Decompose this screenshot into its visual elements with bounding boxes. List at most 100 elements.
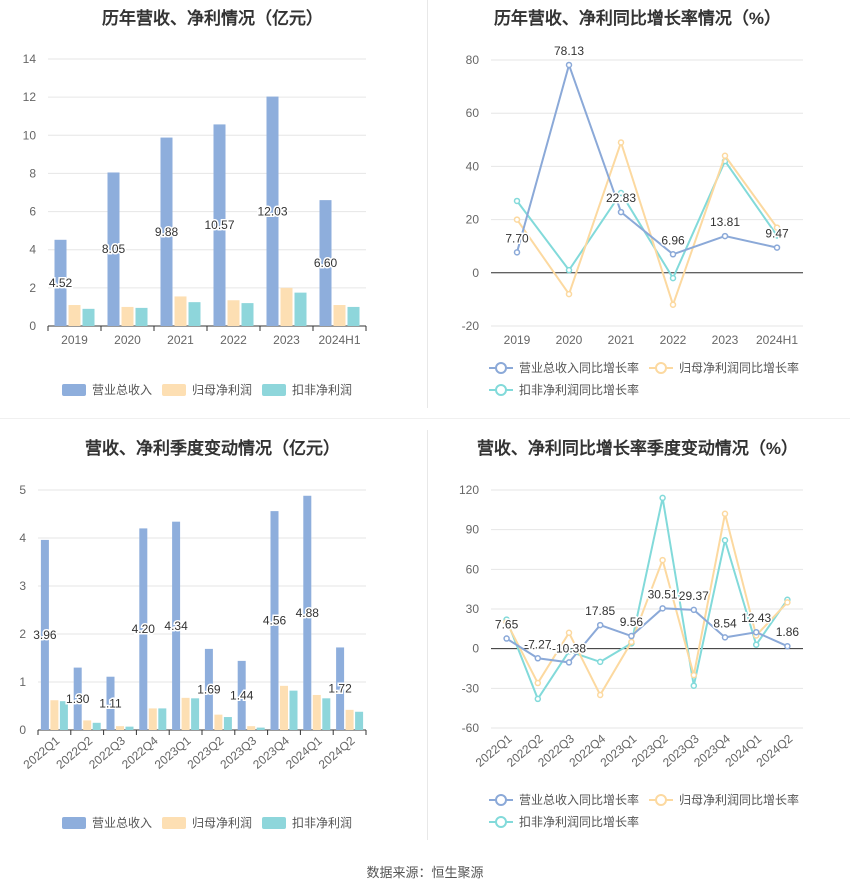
data-point bbox=[565, 61, 573, 69]
data-label: 3.96 bbox=[33, 628, 57, 642]
y-tick-label: 4 bbox=[19, 531, 26, 545]
data-point bbox=[534, 679, 542, 687]
data-label: 12.03 bbox=[257, 204, 287, 218]
legend-label: 营业总收入 bbox=[92, 816, 152, 830]
data-label: 1.11 bbox=[99, 696, 122, 710]
legend-label: 归母净利润 bbox=[192, 816, 252, 830]
horizontal-divider bbox=[0, 418, 850, 419]
bar bbox=[73, 667, 82, 730]
quarterly-growth-chart: -60-3003060901202022Q12022Q22022Q32022Q4… bbox=[459, 483, 803, 829]
bar bbox=[347, 306, 360, 326]
bar bbox=[214, 714, 223, 730]
annual-growth-panel: 历年营收、净利同比增长率情况（%） -20 0 20 40 60 80 2019 2020 20… bbox=[425, 0, 850, 410]
series-line bbox=[516, 139, 778, 308]
data-label: 1.72 bbox=[328, 682, 352, 696]
y-tick-label: 10 bbox=[23, 128, 37, 142]
legend-marker bbox=[62, 384, 86, 396]
x-tick-label: 2021 bbox=[167, 333, 194, 347]
data-label: 4.56 bbox=[263, 614, 287, 628]
legend-marker bbox=[262, 384, 286, 396]
x-tick-label: 2021 bbox=[608, 333, 635, 347]
data-point bbox=[596, 621, 604, 629]
legend-marker bbox=[495, 362, 507, 374]
x-tick-label: 2019 bbox=[61, 333, 88, 347]
vertical-divider bbox=[427, 0, 428, 408]
x-tick-label: 2023 bbox=[273, 333, 300, 347]
x-tick-label: 2024Q2 bbox=[754, 731, 796, 769]
data-label: 7.65 bbox=[495, 618, 519, 632]
bar bbox=[312, 694, 321, 730]
bar bbox=[294, 292, 307, 326]
legend-marker bbox=[655, 794, 667, 806]
data-label: 78.13 bbox=[554, 44, 584, 58]
legend-marker bbox=[262, 817, 286, 829]
bar bbox=[280, 685, 288, 730]
chart-title: 历年营收、净利同比增长率情况（%） bbox=[493, 9, 782, 28]
legend-label: 营业总收入同比增长率 bbox=[519, 360, 639, 375]
annual-bar-chart: 0 2 4 6 8 10 12 14 2019 2020 2021 2022 2023 2024H1 4.5… bbox=[23, 52, 367, 397]
bar bbox=[280, 287, 293, 326]
data-label: 7.70 bbox=[505, 231, 529, 245]
quarterly-bar-panel: 营收、净利季度变动情况（亿元） 0 1 2 3 4 5 2022Q1 2022Q2 2022Q3… bbox=[0, 428, 425, 848]
data-point bbox=[565, 290, 573, 298]
bar bbox=[174, 296, 187, 326]
legend-marker bbox=[162, 817, 186, 829]
data-point bbox=[503, 618, 510, 626]
x-tick-label: 2023Q4 bbox=[250, 733, 292, 771]
bar bbox=[333, 305, 346, 326]
x-tick-label: 2024Q2 bbox=[316, 733, 358, 771]
y-tick-label: 1 bbox=[19, 675, 26, 689]
annual-growth-chart: -20 0 20 40 60 80 2019 2020 2021 2022 2023 2024H1 7.… bbox=[462, 42, 803, 397]
data-point bbox=[669, 274, 677, 282]
data-point bbox=[690, 682, 698, 689]
quarterly-growth-panel: 营收、净利同比增长率季度变动情况（%） -60 -30 0 30 60 90 120 2022… bbox=[425, 428, 850, 848]
annual-bar-panel: 历年营收、净利情况（亿元） 0 2 4 6 8 10 12 14 2019 2020 2021 202… bbox=[0, 0, 425, 410]
data-label: 8.54 bbox=[713, 616, 737, 630]
bar bbox=[322, 698, 331, 730]
x-tick-label: 2023Q3 bbox=[217, 733, 259, 771]
data-point bbox=[513, 216, 521, 223]
data-point bbox=[628, 638, 635, 646]
bar bbox=[188, 302, 201, 326]
legend-label: 扣非净利润同比增长率 bbox=[519, 382, 639, 397]
data-label: -10.38 bbox=[552, 641, 586, 655]
data-point bbox=[773, 232, 781, 239]
y-tick-label: -30 bbox=[462, 681, 480, 695]
data-label: 10.57 bbox=[204, 218, 234, 232]
data-point bbox=[565, 629, 573, 637]
x-tick-label: 2024H1 bbox=[756, 333, 798, 347]
bar bbox=[191, 698, 200, 730]
data-label: 4.20 bbox=[132, 622, 156, 636]
bar bbox=[213, 124, 226, 326]
data-point bbox=[669, 301, 677, 308]
bar bbox=[125, 726, 134, 730]
y-tick-label: -60 bbox=[462, 721, 480, 735]
bar bbox=[256, 727, 265, 730]
bar bbox=[266, 96, 279, 327]
bar bbox=[160, 137, 173, 326]
bar bbox=[59, 701, 68, 730]
bar bbox=[148, 708, 157, 730]
data-label: 9.47 bbox=[765, 227, 789, 241]
y-tick-label: -20 bbox=[462, 319, 480, 333]
series-line bbox=[516, 61, 778, 256]
bar bbox=[303, 495, 312, 730]
x-tick-label: 2022 bbox=[220, 333, 247, 347]
data-label: 30.51 bbox=[648, 587, 678, 601]
data-point bbox=[773, 224, 781, 231]
x-tick-label: 2020 bbox=[556, 333, 583, 347]
bar bbox=[172, 521, 181, 730]
data-point bbox=[721, 510, 729, 518]
data-point bbox=[628, 632, 635, 640]
y-tick-label: 20 bbox=[466, 213, 480, 227]
x-tick-label: 2022Q3 bbox=[86, 733, 128, 771]
bar bbox=[227, 300, 240, 326]
bar bbox=[82, 308, 95, 326]
bar bbox=[106, 676, 115, 730]
bar bbox=[241, 303, 254, 326]
bar bbox=[135, 307, 148, 326]
data-point bbox=[784, 599, 791, 606]
y-tick-label: 90 bbox=[466, 523, 480, 537]
data-label: 1.69 bbox=[197, 682, 221, 696]
legend-label: 营业总收入同比增长率 bbox=[519, 792, 639, 807]
